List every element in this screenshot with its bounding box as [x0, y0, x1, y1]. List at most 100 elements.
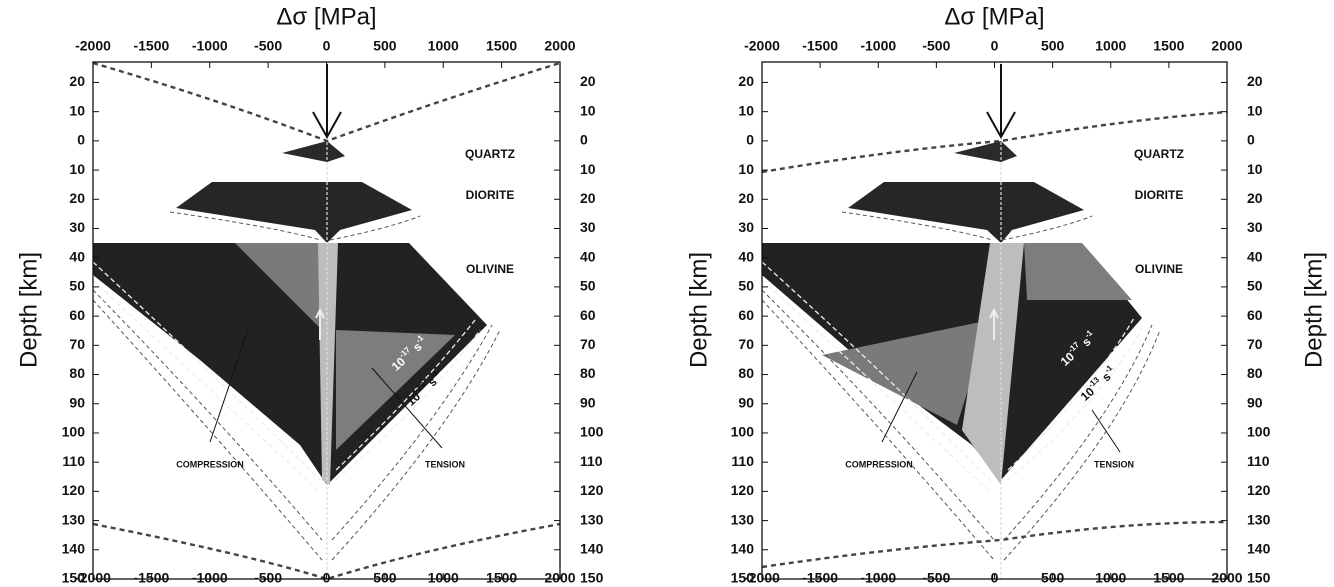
y-tick-label: 100 — [731, 424, 755, 440]
dashed-curve — [761, 110, 1228, 174]
x-tick-label: 0 — [323, 38, 331, 54]
y-tick-label: 10 — [1247, 161, 1263, 177]
y-tick-label: 80 — [580, 365, 596, 381]
x-tick-label: 1000 — [428, 38, 459, 54]
y-tick-label: 130 — [580, 511, 604, 527]
annotation: OLIVINE — [466, 262, 514, 276]
y-tick-label: 10 — [580, 161, 596, 177]
y-tick-label: 50 — [1247, 278, 1263, 294]
annotation: QUARTZ — [1134, 147, 1184, 161]
y-axis-title: Depth [km] — [1300, 252, 1327, 368]
strain-rate-part: -1 — [414, 333, 426, 345]
y-tick-label: 120 — [62, 482, 86, 498]
y-tick-label: 60 — [69, 307, 85, 323]
y-tick-label: 50 — [69, 278, 85, 294]
y-tick-label: 150 — [731, 570, 755, 586]
center-strip — [962, 243, 1024, 485]
y-tick-label: 10 — [738, 161, 754, 177]
y-tick-label: 130 — [62, 511, 86, 527]
y-tick-label: 30 — [69, 219, 85, 235]
annotation: TENSION — [1094, 459, 1134, 469]
y-tick-label: 130 — [1247, 511, 1271, 527]
x-tick-label: -500 — [922, 38, 950, 54]
x-tick-label: 2000 — [1211, 38, 1242, 54]
x-tick-label: -1000 — [860, 38, 896, 54]
x-tick-label: -1000 — [192, 38, 228, 54]
y-tick-label: 20 — [1247, 73, 1263, 89]
dashed-curve — [841, 211, 1093, 241]
annotation: COMPRESSION — [176, 459, 244, 469]
y-tick-label: 80 — [738, 365, 754, 381]
y-tick-label: 70 — [1247, 336, 1263, 352]
dashed-curve — [761, 520, 1228, 569]
tension-wedge — [1024, 243, 1132, 300]
y-tick-label: 50 — [580, 278, 596, 294]
y-tick-label: 30 — [580, 219, 596, 235]
y-tick-label: 130 — [731, 511, 755, 527]
y-tick-label: 90 — [738, 394, 754, 410]
y-axis-title: Depth [km] — [15, 252, 42, 368]
y-tick-label: 20 — [580, 190, 596, 206]
y-tick-label: 10 — [69, 161, 85, 177]
y-tick-label: 0 — [746, 132, 754, 148]
strain-rate-label: 10-17s-1 — [1057, 328, 1100, 369]
y-tick-label: 70 — [738, 336, 754, 352]
panel-left-shapes — [92, 61, 561, 581]
annotation: DIORITE — [466, 188, 515, 202]
dashed-curve — [169, 211, 421, 241]
x-tick-label: 500 — [1041, 38, 1065, 54]
diorite-envelope — [176, 182, 412, 243]
annotation: OLIVINE — [1135, 262, 1183, 276]
y-tick-label: 110 — [1247, 453, 1270, 469]
annotation: TENSION — [425, 459, 465, 469]
y-tick-label: 100 — [62, 424, 86, 440]
leader-line — [881, 371, 918, 443]
quartz-envelope — [954, 141, 1017, 162]
dashed-curve — [92, 522, 561, 581]
leader-line — [371, 367, 443, 449]
x-tick-label: -2000 — [75, 38, 111, 54]
y-tick-label: 0 — [580, 132, 588, 148]
leader-line — [1091, 409, 1121, 453]
y-tick-label: 10 — [69, 102, 85, 118]
dashed-curve — [92, 289, 501, 561]
y-tick-label: 60 — [1247, 307, 1263, 323]
annotation: COMPRESSION — [845, 459, 913, 469]
y-tick-label: 30 — [1247, 219, 1263, 235]
y-tick-label: 60 — [738, 307, 754, 323]
y-tick-label: 20 — [69, 73, 85, 89]
compression-wedge — [235, 243, 322, 330]
y-tick-label: 20 — [738, 190, 754, 206]
arrow — [315, 307, 325, 340]
y-tick-label: 10 — [1247, 102, 1263, 118]
tension-wedge — [336, 330, 455, 450]
y-tick-label: 140 — [580, 540, 604, 556]
y-tick-label: 100 — [580, 424, 604, 440]
diorite-envelope — [848, 182, 1084, 243]
x-tick-label: 1000 — [1095, 38, 1126, 54]
y-tick-label: 110 — [580, 453, 603, 469]
y-tick-label: 100 — [1247, 424, 1271, 440]
y-tick-label: 40 — [580, 248, 596, 264]
y-tick-label: 30 — [738, 219, 754, 235]
quartz-envelope — [282, 141, 345, 162]
x-tick-label: -2000 — [744, 38, 780, 54]
y-tick-label: 90 — [580, 394, 596, 410]
y-tick-label: 80 — [69, 365, 85, 381]
y-tick-label: 20 — [738, 73, 754, 89]
x-tick-label: 1500 — [486, 38, 517, 54]
y-tick-label: 80 — [1247, 365, 1263, 381]
annotation: DIORITE — [1135, 188, 1184, 202]
y-tick-label: 90 — [1247, 394, 1263, 410]
y-tick-label: 0 — [77, 132, 85, 148]
y-tick-label: 20 — [69, 190, 85, 206]
y-tick-label: 10 — [580, 102, 596, 118]
y-tick-label: 40 — [738, 248, 754, 264]
leader-line — [209, 329, 249, 443]
arrow — [986, 64, 1016, 140]
strain-rate-part: -1 — [1103, 363, 1115, 375]
y-tick-label: 120 — [731, 482, 755, 498]
x-tick-label: -500 — [254, 38, 282, 54]
annotation: QUARTZ — [465, 147, 515, 161]
